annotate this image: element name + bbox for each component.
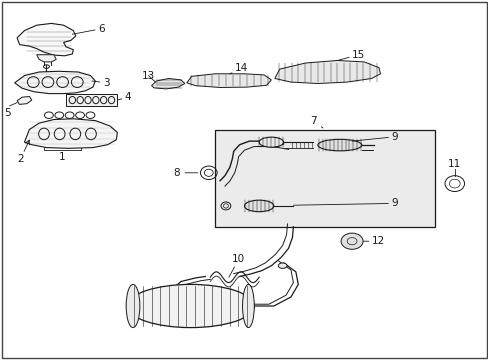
Text: 15: 15 bbox=[337, 50, 365, 60]
Ellipse shape bbox=[259, 137, 283, 147]
Ellipse shape bbox=[221, 202, 230, 210]
Text: 1: 1 bbox=[59, 152, 65, 162]
Bar bbox=[215, 130, 434, 227]
Ellipse shape bbox=[126, 284, 140, 328]
Polygon shape bbox=[15, 71, 95, 94]
Text: 13: 13 bbox=[142, 71, 155, 82]
Text: 7: 7 bbox=[309, 116, 322, 128]
Text: 14: 14 bbox=[229, 63, 247, 74]
Polygon shape bbox=[17, 23, 76, 56]
Text: 3: 3 bbox=[92, 78, 109, 88]
Text: 5: 5 bbox=[4, 108, 11, 118]
Polygon shape bbox=[17, 96, 32, 104]
Text: 8: 8 bbox=[172, 168, 197, 178]
Bar bbox=[66, 94, 117, 106]
Text: 12: 12 bbox=[363, 236, 384, 246]
Ellipse shape bbox=[244, 200, 273, 212]
Polygon shape bbox=[274, 60, 380, 84]
Text: 9: 9 bbox=[293, 198, 397, 208]
Polygon shape bbox=[24, 119, 117, 148]
Text: 10: 10 bbox=[228, 254, 245, 277]
Text: 2: 2 bbox=[17, 140, 29, 164]
Text: 6: 6 bbox=[72, 24, 104, 34]
Ellipse shape bbox=[317, 139, 361, 151]
Ellipse shape bbox=[242, 284, 254, 328]
Ellipse shape bbox=[340, 233, 362, 249]
Text: 4: 4 bbox=[117, 92, 131, 102]
Text: 9: 9 bbox=[351, 132, 397, 142]
Polygon shape bbox=[37, 55, 56, 62]
Text: 11: 11 bbox=[447, 159, 461, 169]
Polygon shape bbox=[186, 74, 271, 87]
Ellipse shape bbox=[278, 263, 286, 269]
Polygon shape bbox=[151, 78, 184, 89]
Ellipse shape bbox=[127, 284, 254, 328]
